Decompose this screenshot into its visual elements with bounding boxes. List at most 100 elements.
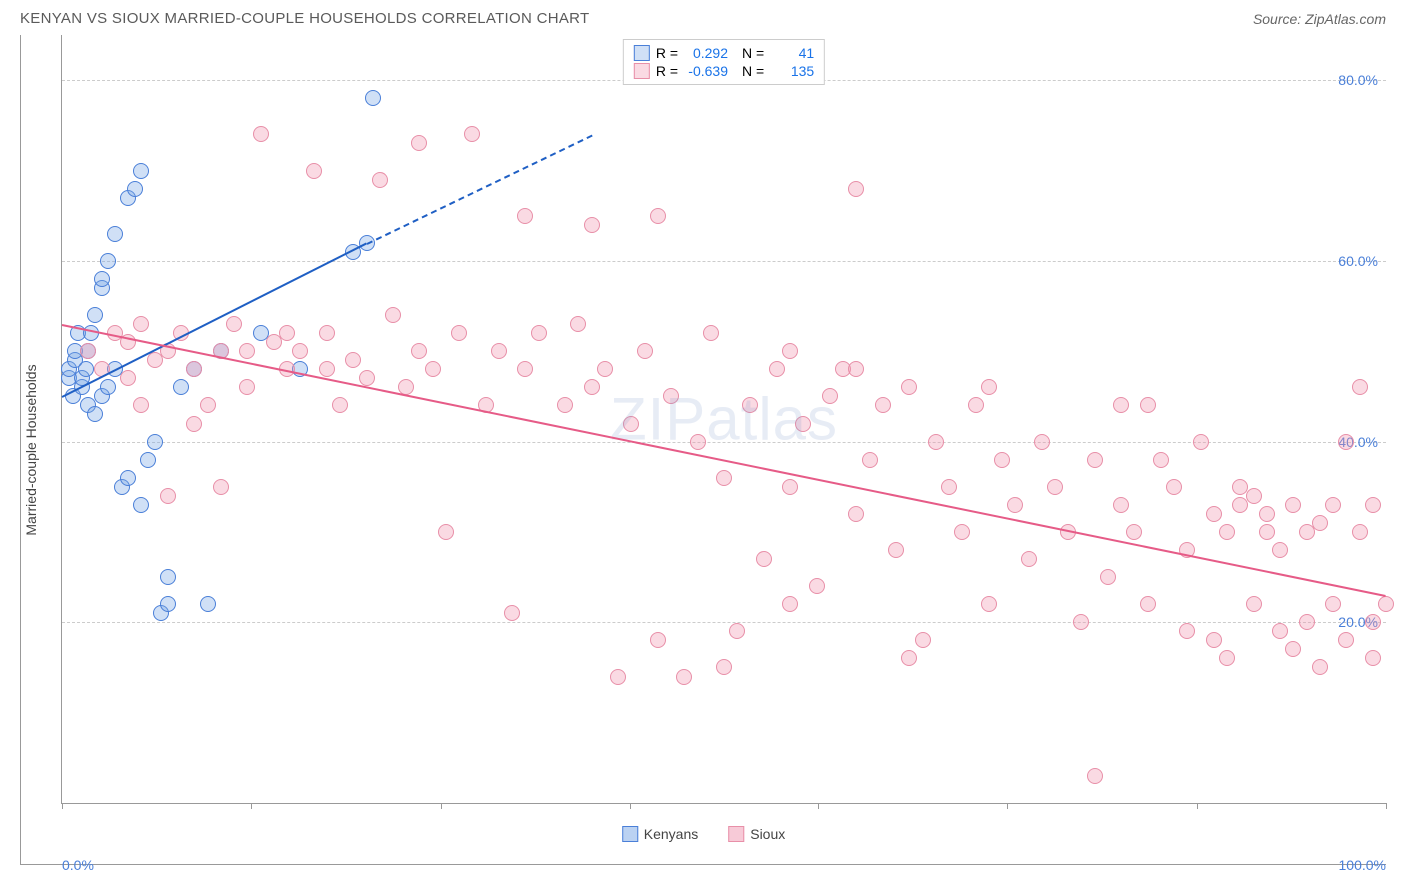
data-point <box>517 208 533 224</box>
data-point <box>200 397 216 413</box>
data-point <box>822 388 838 404</box>
legend-n-label: N = <box>742 45 764 61</box>
data-point <box>127 181 143 197</box>
legend-swatch <box>634 45 650 61</box>
data-point <box>557 397 573 413</box>
data-point <box>862 452 878 468</box>
data-point <box>425 361 441 377</box>
data-point <box>782 479 798 495</box>
legend-n-value: 41 <box>770 45 814 61</box>
data-point <box>80 343 96 359</box>
data-point <box>385 307 401 323</box>
gridline <box>62 442 1386 443</box>
trend-line-dashed <box>366 134 592 244</box>
data-point <box>848 361 864 377</box>
data-point <box>1338 632 1354 648</box>
y-axis-label: Married-couple Households <box>23 364 39 535</box>
data-point <box>1021 551 1037 567</box>
data-point <box>756 551 772 567</box>
data-point <box>531 325 547 341</box>
data-point <box>848 506 864 522</box>
data-point <box>1272 623 1288 639</box>
data-point <box>1312 515 1328 531</box>
data-point <box>650 208 666 224</box>
chart-container: Married-couple Households ZIPatlas R =0.… <box>20 35 1386 865</box>
data-point <box>1113 497 1129 513</box>
data-point <box>319 325 335 341</box>
data-point <box>87 307 103 323</box>
data-point <box>782 596 798 612</box>
data-point <box>451 325 467 341</box>
data-point <box>690 434 706 450</box>
data-point <box>1285 497 1301 513</box>
data-point <box>637 343 653 359</box>
data-point <box>239 379 255 395</box>
legend-swatch <box>634 63 650 79</box>
data-point <box>253 126 269 142</box>
legend-r-label: R = <box>656 63 678 79</box>
data-point <box>1179 623 1195 639</box>
data-point <box>1312 659 1328 675</box>
data-point <box>87 406 103 422</box>
data-point <box>173 379 189 395</box>
legend-r-label: R = <box>656 45 678 61</box>
data-point <box>1166 479 1182 495</box>
x-tick-label: 100.0% <box>1339 857 1386 873</box>
legend-item: Sioux <box>728 826 785 842</box>
data-point <box>359 370 375 386</box>
data-point <box>928 434 944 450</box>
data-point <box>200 596 216 612</box>
data-point <box>994 452 1010 468</box>
data-point <box>365 90 381 106</box>
legend-swatch <box>728 826 744 842</box>
data-point <box>1087 452 1103 468</box>
data-point <box>504 605 520 621</box>
data-point <box>623 416 639 432</box>
x-tick <box>1007 803 1008 809</box>
data-point <box>1299 614 1315 630</box>
data-point <box>133 163 149 179</box>
data-point <box>901 650 917 666</box>
data-point <box>1100 569 1116 585</box>
data-point <box>147 434 163 450</box>
data-point <box>716 659 732 675</box>
data-point <box>915 632 931 648</box>
data-point <box>133 316 149 332</box>
data-point <box>517 361 533 377</box>
data-point <box>1365 614 1381 630</box>
data-point <box>742 397 758 413</box>
data-point <box>795 416 811 432</box>
data-point <box>372 172 388 188</box>
legend-r-value: -0.639 <box>684 63 728 79</box>
x-tick <box>818 803 819 809</box>
data-point <box>716 470 732 486</box>
data-point <box>650 632 666 648</box>
data-point <box>1259 506 1275 522</box>
legend-item: Kenyans <box>622 826 698 842</box>
data-point <box>981 379 997 395</box>
data-point <box>1378 596 1394 612</box>
stats-legend: R =0.292N =41R =-0.639N =135 <box>623 39 825 85</box>
data-point <box>160 488 176 504</box>
data-point <box>1325 497 1341 513</box>
data-point <box>1126 524 1142 540</box>
data-point <box>610 669 626 685</box>
data-point <box>438 524 454 540</box>
data-point <box>292 343 308 359</box>
data-point <box>1153 452 1169 468</box>
plot-area: ZIPatlas R =0.292N =41R =-0.639N =135 20… <box>61 35 1386 804</box>
data-point <box>160 596 176 612</box>
legend-n-label: N = <box>742 63 764 79</box>
data-point <box>100 253 116 269</box>
data-point <box>981 596 997 612</box>
data-point <box>120 370 136 386</box>
x-tick-label: 0.0% <box>62 857 94 873</box>
data-point <box>848 181 864 197</box>
data-point <box>100 379 116 395</box>
data-point <box>1272 542 1288 558</box>
data-point <box>703 325 719 341</box>
data-point <box>1219 650 1235 666</box>
data-point <box>332 397 348 413</box>
data-point <box>584 217 600 233</box>
data-point <box>1352 379 1368 395</box>
